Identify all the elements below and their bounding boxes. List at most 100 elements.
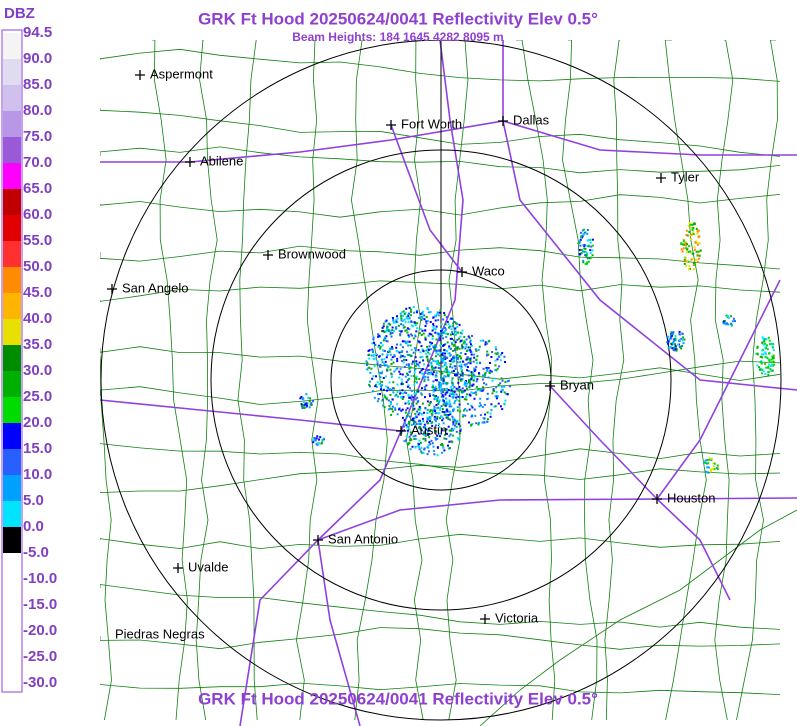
echo-pixel — [452, 394, 455, 397]
echo-pixel — [497, 395, 500, 398]
echo-pixel — [460, 332, 463, 335]
echo-pixel — [419, 328, 422, 331]
echo-pixel — [434, 412, 437, 415]
echo-pixel — [591, 254, 594, 257]
echo-pixel — [459, 425, 462, 427]
echo-pixel — [422, 437, 425, 440]
echo-pixel — [383, 406, 386, 409]
echo-pixel — [469, 360, 472, 363]
echo-pixel — [428, 353, 431, 356]
echo-pixel — [424, 375, 427, 378]
echo-pixel — [467, 361, 470, 364]
echo-pixel — [408, 422, 411, 425]
echo-pixel — [773, 363, 775, 366]
echo-pixel — [432, 384, 434, 387]
echo-pixel — [476, 389, 479, 392]
echo-pixel — [690, 233, 693, 236]
echo-pixel — [765, 344, 768, 347]
echo-pixel — [423, 426, 426, 429]
echo-pixel — [768, 352, 771, 355]
echo-pixel — [428, 404, 431, 407]
echo-pixel — [398, 408, 401, 411]
echo-pixel — [459, 410, 462, 413]
echo-pixel — [372, 390, 374, 393]
echo-pixel — [452, 423, 455, 426]
echo-pixel — [372, 338, 375, 341]
echo-pixel — [583, 233, 586, 236]
echo-pixel — [434, 331, 437, 334]
echo-pixel — [486, 392, 489, 395]
echo-pixel — [484, 343, 487, 346]
echo-pixel — [475, 393, 478, 396]
echo-pixel — [436, 446, 439, 449]
echo-pixel — [444, 323, 447, 326]
echo-pixel — [420, 393, 423, 396]
echo-pixel — [470, 353, 473, 356]
echo-pixel — [308, 406, 311, 409]
legend-label: 94.5 — [23, 24, 52, 41]
legend-swatch — [3, 319, 21, 345]
echo-pixel — [471, 414, 474, 417]
echo-pixel — [462, 414, 465, 417]
echo-pixel — [477, 388, 480, 391]
echo-pixel — [300, 395, 303, 398]
echo-pixel — [457, 381, 460, 384]
echo-pixel — [404, 329, 407, 332]
legend-label: 45.0 — [23, 284, 52, 301]
echo-pixel — [452, 410, 455, 413]
echo-pixel — [400, 319, 403, 322]
echo-pixel — [577, 242, 580, 245]
echo-pixel — [687, 225, 690, 227]
echo-pixel — [432, 445, 435, 448]
echo-pixel — [424, 336, 427, 339]
echo-pixel — [320, 442, 323, 445]
echo-pixel — [666, 335, 669, 338]
echo-pixel — [421, 372, 424, 375]
echo-pixel — [458, 403, 461, 406]
echo-pixel — [428, 420, 431, 422]
echo-pixel — [464, 414, 467, 417]
county-line — [195, 40, 218, 721]
echo-pixel — [587, 245, 590, 248]
echo-pixel — [404, 311, 407, 314]
echo-pixel — [452, 408, 455, 411]
echo-pixel — [672, 331, 675, 334]
county-line — [100, 146, 781, 174]
echo-pixel — [454, 330, 457, 333]
echo-pixel — [390, 363, 393, 365]
city-marker — [498, 116, 508, 126]
echo-pixel — [585, 254, 588, 256]
echo-pixel — [414, 446, 417, 449]
echo-pixel — [399, 312, 402, 315]
echo-pixel — [403, 355, 406, 358]
echo-pixel — [436, 400, 439, 402]
echo-pixel — [496, 358, 499, 361]
echo-pixel — [413, 438, 416, 440]
echo-pixel — [478, 373, 481, 376]
echo-pixel — [585, 251, 587, 253]
echo-pixel — [441, 372, 444, 375]
echo-pixel — [475, 362, 478, 365]
echo-pixel — [770, 364, 773, 366]
echo-pixel — [410, 398, 413, 401]
echo-pixel — [680, 347, 683, 350]
echo-pixel — [399, 343, 402, 346]
highway — [656, 498, 731, 601]
echo-pixel — [440, 392, 443, 395]
echo-pixel — [457, 389, 460, 392]
echo-pixel — [428, 345, 431, 348]
echo-pixel — [488, 372, 491, 374]
echo-pixel — [416, 410, 419, 413]
echo-pixel — [760, 372, 763, 375]
echo-pixel — [587, 260, 590, 263]
echo-pixel — [443, 375, 446, 378]
echo-pixel — [400, 378, 403, 381]
echo-pixel — [444, 358, 447, 360]
city-label: Aspermont — [150, 66, 213, 81]
echo-pixel — [498, 365, 501, 368]
echo-pixel — [446, 410, 449, 413]
echo-pixel — [424, 437, 427, 440]
echo-pixel — [685, 265, 688, 267]
echo-pixel — [447, 425, 450, 428]
echo-pixel — [439, 417, 441, 420]
